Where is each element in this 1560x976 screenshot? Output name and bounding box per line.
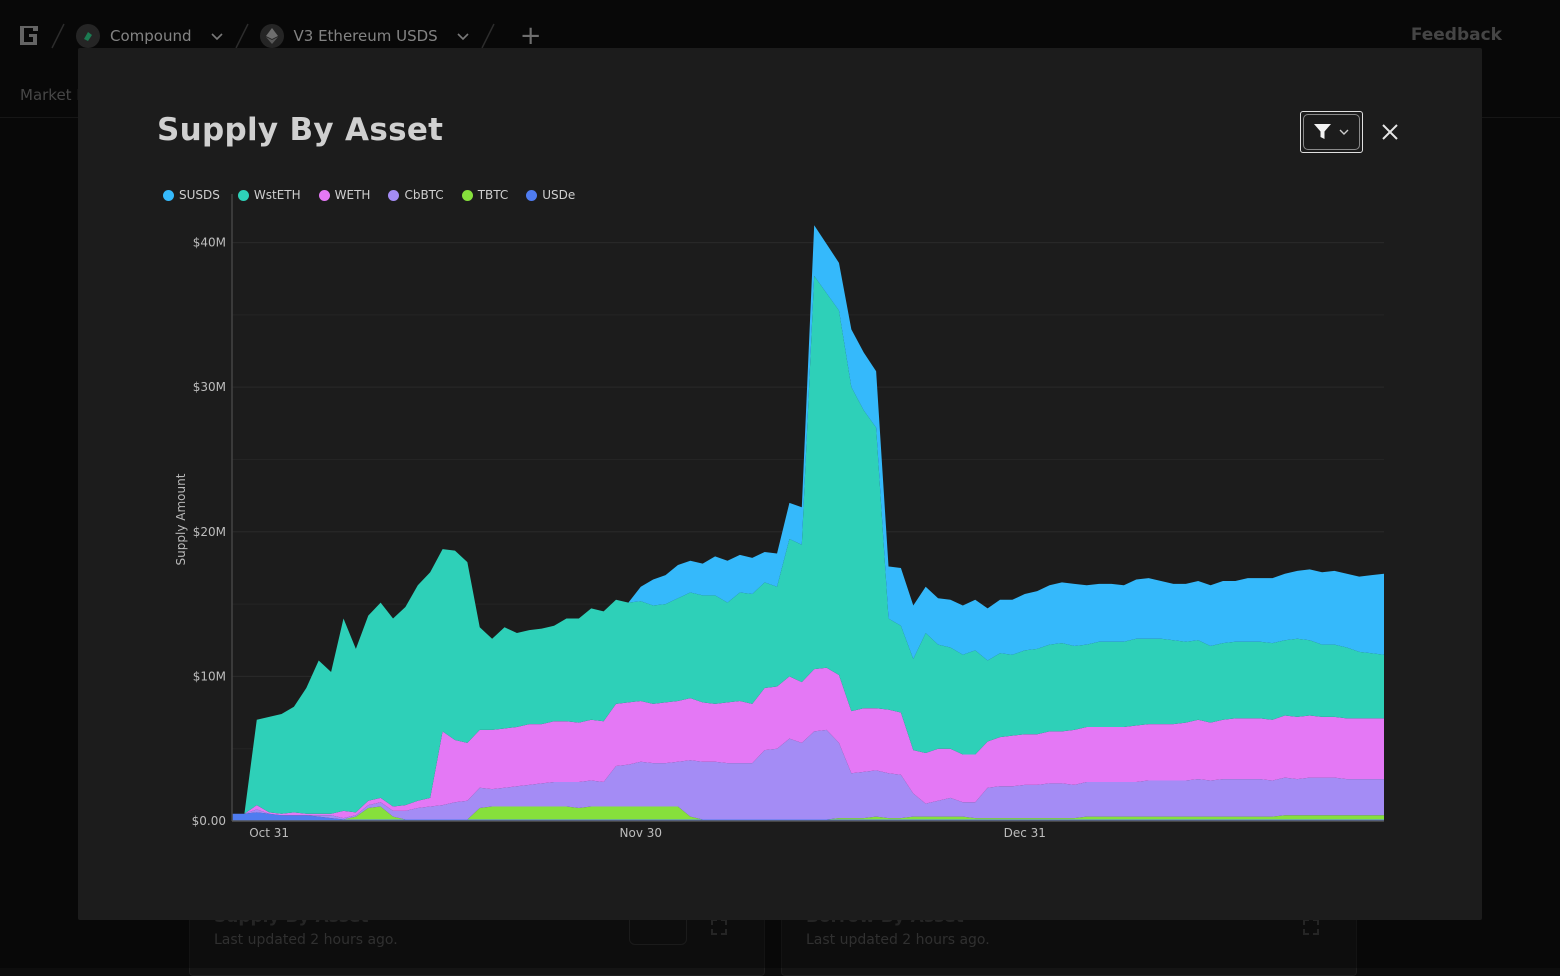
area-series-wsteth[interactable] [232,275,1384,814]
top-navigation: Compound V3 Ethereum USDS + Feedback [0,0,1560,72]
ethereum-logo-icon [259,24,284,48]
market-name: V3 Ethereum USDS [293,27,438,45]
y-tick-label: $10M [193,669,226,683]
y-tick-label: $30M [193,380,226,394]
expand-icon[interactable] [1303,919,1319,935]
x-tick-label: Dec 31 [1004,826,1046,840]
card-updated-text: Last updated 2 hours ago. [806,932,990,948]
legend-label: SUSDS [179,188,220,202]
legend-label: USDe [542,188,576,202]
y-tick-label: $0.00 [192,814,226,828]
area-series-usde[interactable] [232,812,1384,821]
expand-icon[interactable] [711,919,727,935]
subnav-tab-label[interactable]: Market H [20,86,88,104]
breadcrumb-separator [232,21,252,51]
legend-item-usde[interactable]: USDe [526,188,575,202]
breadcrumb-separator [48,21,68,51]
y-axis-title: Supply Amount [174,473,188,565]
chevron-down-icon [457,33,469,41]
legend-label: TBTC [477,188,509,202]
area-series-tbtc[interactable] [232,806,1384,820]
legend-item-tbtc[interactable]: TBTC [461,188,509,202]
market-selector[interactable]: V3 Ethereum USDS [259,24,470,48]
legend-label: CbBTC [404,188,444,202]
filter-icon [1314,124,1331,139]
chevron-down-icon [1339,129,1349,135]
feedback-button[interactable]: Feedback [1410,25,1502,45]
breadcrumb-separator [478,21,498,51]
protocol-selector[interactable]: Compound [76,24,224,48]
close-icon[interactable] [1380,122,1400,142]
area-series-cbbtc[interactable] [232,729,1384,820]
legend-dot [237,189,249,201]
legend-item-cbbtc[interactable]: CbBTC [388,188,444,202]
legend-item-wsteth[interactable]: WstETH [237,188,301,202]
legend-dot [461,189,473,201]
legend-label: WstETH [253,188,301,202]
legend-item-susds[interactable]: SUSDS [163,188,220,202]
y-tick-label: $40M [193,236,226,250]
chart-legend: SUSDS WstETH WETH CbBTC TBTC USDe [163,188,575,202]
legend-dot [526,189,538,201]
x-tick-label: Nov 30 [620,826,663,840]
legend-dot [163,189,174,201]
filter-button-inner[interactable] [1303,114,1360,150]
chevron-down-icon [210,33,223,41]
legend-dot [318,189,330,201]
compound-logo-icon [76,24,100,48]
legend-label: WETH [334,188,371,202]
legend-item-weth[interactable]: WETH [318,188,371,202]
add-market-plus-icon[interactable]: + [519,21,542,51]
area-series-weth[interactable] [232,667,1384,819]
protocol-name: Compound [110,27,192,45]
filter-button[interactable] [1300,111,1363,153]
x-tick-label: Oct 31 [249,826,289,840]
y-tick-label: $20M [193,525,226,539]
card-updated-text: Last updated 2 hours ago. [214,932,398,948]
supply-by-asset-chart: $0.00 $10M $20M $30M $40M Oct 31 Nov 30 Dec 31 S… [174,194,1384,840]
app-logo-icon[interactable] [18,24,40,48]
legend-dot [388,189,400,201]
modal-title: Supply By Asset [157,112,444,148]
